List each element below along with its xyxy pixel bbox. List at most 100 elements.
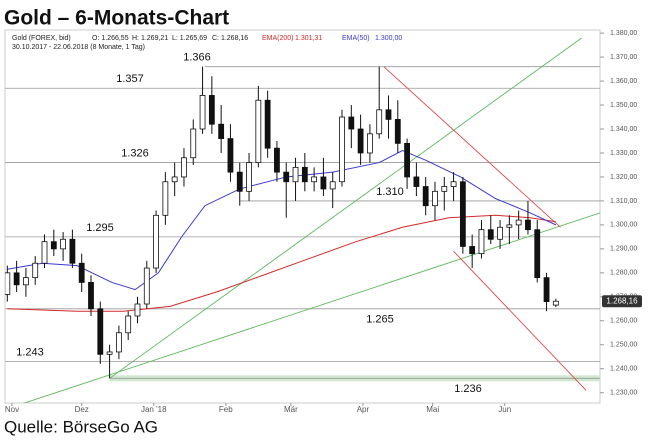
level-label: 1.295 (86, 222, 114, 234)
plot-frame (4, 29, 601, 404)
ohlc-label: O: 1.266,55 (92, 35, 129, 42)
trendline (383, 66, 561, 228)
legend-value: 1.300,00 (375, 35, 402, 42)
candle-body (41, 241, 48, 264)
candle-body (515, 219, 522, 226)
last-price-label: 1.268,16 (606, 296, 638, 305)
candle-body (357, 128, 364, 154)
x-tick-label: Feb (219, 405, 233, 414)
y-tick-label: 1.370,00 (610, 54, 637, 61)
candle-body (227, 138, 234, 173)
x-tick-label: Nov (5, 405, 19, 414)
candle-body (367, 133, 373, 154)
y-tick-label: 1.310,00 (610, 198, 637, 205)
candle-body (32, 262, 39, 279)
candle-body (487, 229, 494, 240)
ohlc-label: C: 1.268,16 (212, 35, 248, 42)
y-tick-label: 1.330,00 (610, 150, 637, 157)
x-tick-label: Mär (284, 405, 298, 414)
y-tick-label: 1.230,00 (610, 390, 637, 397)
candle-body (236, 171, 243, 192)
candle-body (199, 95, 206, 130)
y-tick-label: 1.300,00 (610, 222, 637, 229)
period: 30.10.2017 - 22.06.2018 (8 Monate, 1 Tag… (12, 44, 145, 51)
candle-body (171, 176, 178, 183)
x-tick-label: Jan '18 (141, 405, 167, 414)
candle-body (450, 181, 457, 187)
level-label: 1.326 (121, 147, 149, 159)
ohlc-label: L: 1.265,69 (172, 35, 207, 42)
candle-body (97, 308, 104, 355)
candle-body (534, 229, 541, 279)
candle-body (469, 246, 476, 255)
candle-body (404, 142, 410, 178)
candle-body (422, 186, 429, 207)
y-tick-label: 1.260,00 (610, 318, 637, 325)
y-tick-label: 1.360,00 (610, 78, 637, 85)
candle-body (348, 116, 355, 130)
plot-area (5, 38, 600, 403)
level-label: 1.357 (116, 73, 144, 85)
candle-body (525, 219, 531, 231)
candle-body (385, 109, 392, 120)
candle-body (78, 262, 85, 283)
y-tick-label: 1.340,00 (610, 126, 637, 133)
candle-body (441, 186, 448, 192)
candle-body (153, 214, 159, 269)
candle-body (13, 272, 20, 286)
legend-value: 1.301,31 (295, 35, 322, 42)
candle-body (339, 116, 345, 183)
level-label: 1.310 (376, 186, 404, 198)
candle-body (329, 181, 336, 190)
y-tick-label: 1.240,00 (610, 366, 637, 373)
legend-name: EMA(50) (342, 35, 370, 42)
candle-body (50, 241, 57, 250)
trendline (109, 38, 583, 379)
candle-body (190, 128, 197, 159)
ohlc-label: H: 1.269,21 (132, 35, 168, 42)
ema-line (7, 214, 556, 312)
candle-body (292, 166, 299, 183)
chart-title: Gold – 6-Monats-Chart (4, 7, 229, 30)
candle-body (543, 277, 550, 302)
candle-body (134, 303, 141, 317)
candle-body (301, 166, 308, 183)
candle-body (311, 176, 318, 183)
candle-body (143, 267, 150, 305)
y-tick-label: 1.320,00 (610, 174, 637, 181)
candle-body (459, 181, 466, 247)
trendline (23, 212, 600, 403)
legend-name: EMA(200) (262, 35, 294, 42)
last-price-box (602, 295, 642, 308)
x-tick-label: Dez (75, 405, 89, 414)
candle-body (218, 123, 225, 139)
candle-body (23, 277, 29, 286)
candle-body (552, 300, 559, 306)
candle-body (125, 315, 132, 334)
candle-body (283, 171, 290, 183)
candle-body (88, 282, 94, 310)
candle-body (413, 176, 420, 187)
instrument: Gold (FOREX, bid) (12, 35, 71, 42)
source: Quelle: BörseGo AG (4, 417, 158, 436)
candle-body (376, 109, 383, 135)
candle-body (106, 351, 113, 355)
candle-body (246, 162, 252, 192)
y-tick-label: 1.250,00 (610, 342, 637, 349)
level-label: 1.236 (454, 383, 482, 395)
y-tick-label: 1.350,00 (610, 102, 637, 109)
candle-body (394, 119, 401, 144)
trendline (453, 250, 587, 391)
x-tick-label: Mai (426, 405, 439, 414)
y-tick-label: 1.290,00 (610, 246, 637, 253)
candle-body (264, 99, 271, 149)
x-tick-label: Jun (498, 405, 511, 414)
level-label: 1.265 (366, 314, 394, 326)
candle-body (208, 95, 215, 125)
y-tick-label: 1.280,00 (610, 270, 637, 277)
y-tick-label: 1.380,00 (610, 30, 637, 37)
candle-body (255, 99, 262, 163)
candle-body (497, 226, 503, 240)
candle-body (506, 224, 513, 228)
level-label: 1.366 (183, 52, 211, 64)
